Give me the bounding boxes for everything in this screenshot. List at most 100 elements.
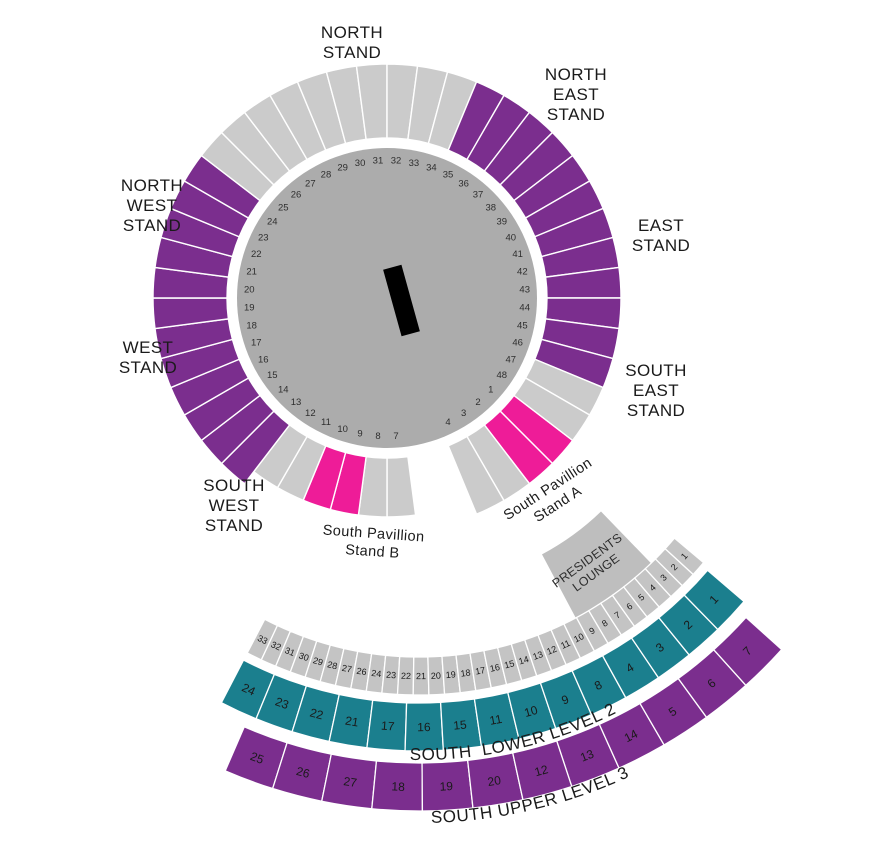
south-lower-level-2-block-9[interactable] (539, 669, 593, 730)
south-level-1-number-33: 33 (256, 633, 269, 646)
field-number-39: 39 (496, 217, 507, 228)
south-lower-level-2-block-24[interactable] (220, 659, 276, 720)
south-upper-level-3-block-6[interactable] (677, 648, 747, 719)
south-lower-level-2-block-22[interactable] (291, 685, 340, 743)
ring-segment-4[interactable] (447, 435, 505, 516)
south-lower-level-2-block-11[interactable] (473, 691, 520, 748)
south-level-1-block-12[interactable] (537, 628, 567, 672)
south-level-1-block-4[interactable] (633, 567, 672, 608)
field-number-27: 27 (305, 179, 316, 190)
field-number-10: 10 (337, 424, 348, 435)
south-upper-level-3-block-12[interactable] (511, 740, 573, 801)
south-level-1-number-27: 27 (341, 663, 353, 675)
south-level-1-block-30[interactable] (289, 635, 318, 678)
south-level-1-block-2[interactable] (654, 547, 695, 587)
south-upper-level-3-block-14[interactable] (598, 702, 665, 769)
field-number-48: 48 (496, 370, 507, 381)
stand-label-north-west: NORTH WEST STAND (120, 176, 184, 235)
south-level-1-block-11[interactable] (550, 623, 582, 666)
south-lower-level-2-number-11: 11 (488, 712, 503, 728)
field-number-42: 42 (517, 266, 528, 277)
ring-segment-7[interactable] (386, 455, 417, 518)
field-number-41: 41 (512, 249, 523, 260)
south-level-1-block-10[interactable] (563, 616, 596, 660)
field-number-24: 24 (267, 217, 278, 228)
field-number-13: 13 (291, 397, 302, 408)
south-level-1-block-26[interactable] (350, 650, 373, 692)
field-number-12: 12 (305, 408, 316, 419)
south-level-1-block-20[interactable] (427, 655, 446, 696)
field-number-31: 31 (373, 156, 384, 167)
south-level-1-block-3[interactable] (644, 558, 684, 598)
south-level-1-block-6[interactable] (611, 585, 648, 628)
south-level-1-block-22[interactable] (396, 655, 415, 696)
field (237, 148, 537, 448)
field-number-47: 47 (505, 354, 516, 365)
south-upper-level-3-block-13[interactable] (555, 723, 620, 788)
south-upper-level-3-block-7[interactable] (712, 616, 783, 687)
south-level-1-block-13[interactable] (523, 634, 553, 677)
south-lower-level-2-block-21[interactable] (328, 693, 374, 749)
south-level-1-number-8: 8 (600, 618, 610, 629)
south-level-1-number-14: 14 (517, 654, 530, 667)
south-level-1-block-8[interactable] (587, 602, 623, 645)
south-level-1-block-33[interactable] (246, 618, 279, 661)
field-number-26: 26 (291, 190, 302, 201)
south-level-1-block-19[interactable] (441, 654, 461, 695)
south-lower-level-2-number-16: 16 (417, 720, 431, 734)
south-lower-level-2-block-15[interactable] (439, 698, 483, 751)
south-level-1-block-23[interactable] (381, 654, 401, 696)
field-number-43: 43 (519, 284, 530, 295)
south-upper-level-3-block-25[interactable] (224, 725, 288, 790)
south-level-1-block-1[interactable] (664, 537, 705, 576)
south-level-1-number-9: 9 (587, 625, 596, 636)
south-upper-level-3-number-18: 18 (391, 779, 405, 794)
south-upper-level-3-block-26[interactable] (271, 741, 333, 802)
south-level-1-number-29: 29 (312, 655, 324, 667)
field-number-34: 34 (426, 163, 437, 174)
south-level-1-number-15: 15 (503, 658, 515, 670)
south-level-1-block-21[interactable] (412, 656, 430, 696)
south-upper-level-3-block-18[interactable] (371, 760, 424, 812)
south-level-1-block-5[interactable] (622, 577, 661, 618)
south-lower-level-2-block-10[interactable] (507, 682, 557, 740)
south-level-1-block-24[interactable] (365, 652, 387, 694)
south-level-1-block-14[interactable] (510, 638, 538, 682)
south-level-1-block-7[interactable] (599, 594, 636, 636)
south-level-1-block-15[interactable] (496, 643, 523, 686)
presidents-lounge-block[interactable] (542, 511, 657, 625)
south-upper-level-3-block-19[interactable] (421, 759, 474, 812)
south-lower-level-2-block-1[interactable] (683, 569, 745, 631)
south-lower-level-2-block-4[interactable] (601, 637, 660, 699)
south-level-1-number-13: 13 (531, 649, 544, 662)
south-level-1-block-17[interactable] (469, 649, 493, 692)
south-level-1-block-28[interactable] (319, 644, 345, 687)
south-level-1-block-9[interactable] (575, 609, 609, 652)
south-upper-level-3-block-20[interactable] (466, 752, 524, 809)
south-level-1-number-32: 32 (269, 639, 282, 652)
stand-label-south-west: SOUTH WEST STAND (203, 476, 265, 535)
south-upper-level-3-block-27[interactable] (320, 753, 378, 810)
south-lower-level-2-block-2[interactable] (657, 594, 719, 656)
ring-segment-48[interactable] (512, 377, 591, 442)
south-level-1-block-18[interactable] (455, 652, 477, 694)
south-lower-level-2-number-24: 24 (240, 680, 258, 698)
south-lower-level-2-block-17[interactable] (366, 699, 408, 752)
stand-label-east: EAST STAND (631, 216, 691, 255)
south-lower-level-2-block-23[interactable] (255, 673, 308, 733)
stand-label-north: NORTH STAND (320, 23, 384, 62)
south-level-1-block-31[interactable] (274, 630, 305, 673)
south-level-1-block-32[interactable] (260, 624, 292, 668)
field-number-44: 44 (519, 302, 530, 313)
south-level-1-block-16[interactable] (483, 646, 508, 689)
south-level-1-number-3: 3 (658, 572, 669, 583)
south-lower-level-2-number-21: 21 (344, 714, 360, 730)
south-lower-level-2-number-9: 9 (560, 692, 572, 708)
south-level-1-number-1: 1 (679, 551, 690, 561)
south-level-1-block-29[interactable] (304, 640, 332, 683)
field-number-18: 18 (246, 320, 257, 331)
south-lower-level-2-block-8[interactable] (571, 654, 627, 716)
south-lower-level-2-block-16[interactable] (404, 701, 445, 752)
south-lower-level-2-number-23: 23 (273, 694, 291, 712)
south-lower-level-2-block-3[interactable] (630, 616, 691, 679)
